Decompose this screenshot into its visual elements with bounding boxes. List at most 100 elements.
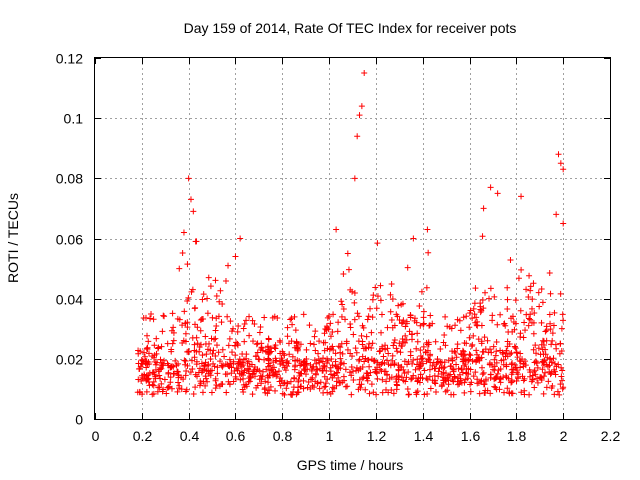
data-point — [153, 335, 160, 342]
data-point — [537, 351, 544, 358]
data-point — [539, 366, 546, 373]
data-point — [474, 376, 481, 383]
data-point — [311, 333, 318, 340]
data-point — [398, 320, 405, 327]
data-point — [526, 315, 533, 322]
data-point — [332, 358, 339, 365]
data-point — [294, 345, 301, 352]
y-tick-label: 0.06 — [56, 232, 83, 248]
data-point — [300, 311, 307, 318]
data-point — [482, 289, 489, 296]
data-point — [241, 367, 248, 374]
data-point — [450, 391, 457, 398]
data-point — [396, 340, 403, 347]
data-point — [398, 301, 405, 308]
data-point — [189, 366, 196, 373]
data-point — [550, 322, 557, 329]
data-point — [441, 359, 448, 366]
data-point — [521, 319, 528, 326]
data-point — [539, 346, 546, 353]
data-point — [200, 291, 207, 298]
data-point — [226, 381, 233, 388]
data-point — [184, 261, 191, 268]
data-point — [165, 362, 172, 369]
data-point — [413, 319, 420, 326]
data-point — [259, 373, 266, 380]
data-point — [528, 319, 535, 326]
data-point — [546, 362, 553, 369]
data-point — [347, 321, 354, 328]
data-point — [477, 309, 484, 316]
data-point — [480, 305, 487, 312]
data-point — [165, 369, 172, 376]
data-point — [463, 313, 470, 320]
data-point — [370, 389, 377, 396]
data-point — [256, 367, 263, 374]
data-point — [265, 379, 272, 386]
data-point — [513, 378, 520, 385]
data-point — [340, 305, 347, 312]
data-point — [309, 374, 316, 381]
data-point — [168, 363, 175, 370]
data-point — [547, 356, 554, 363]
data-point — [204, 295, 211, 302]
data-point — [329, 388, 336, 395]
data-point — [193, 334, 200, 341]
data-point — [456, 371, 463, 378]
data-point — [475, 336, 482, 343]
data-point — [202, 373, 209, 380]
data-point — [251, 321, 258, 328]
data-point — [216, 298, 223, 305]
data-point — [212, 277, 219, 284]
data-point — [359, 364, 366, 371]
data-point — [222, 371, 229, 378]
data-point — [333, 226, 340, 233]
data-point — [529, 376, 536, 383]
data-point — [168, 385, 175, 392]
data-point — [276, 337, 283, 344]
data-point — [138, 377, 145, 384]
data-point — [342, 366, 349, 373]
data-point — [348, 363, 355, 370]
data-point — [280, 359, 287, 366]
data-point — [472, 369, 479, 376]
data-point — [547, 320, 554, 327]
y-tick-labels: 0 0.02 0.04 0.06 0.08 0.1 0.12 — [56, 51, 83, 428]
data-point — [390, 342, 397, 349]
data-point — [179, 250, 186, 257]
data-point — [489, 312, 496, 319]
data-point — [203, 375, 210, 382]
data-point — [149, 353, 156, 360]
data-point — [379, 376, 386, 383]
data-point — [266, 367, 273, 374]
data-point — [546, 311, 553, 318]
data-point — [391, 337, 398, 344]
data-point — [414, 338, 421, 345]
data-point — [148, 310, 155, 317]
data-point — [493, 386, 500, 393]
data-point — [215, 349, 222, 356]
data-point — [150, 316, 157, 323]
data-point — [344, 383, 351, 390]
data-point — [509, 313, 516, 320]
data-point — [525, 294, 532, 301]
data-point — [387, 308, 394, 315]
data-point — [542, 328, 549, 335]
data-point — [518, 193, 525, 200]
data-point — [414, 356, 421, 363]
data-point — [551, 368, 558, 375]
data-point — [487, 285, 494, 292]
data-point — [212, 335, 219, 342]
data-point — [259, 368, 266, 375]
data-point — [275, 368, 282, 375]
data-point — [420, 343, 427, 350]
data-point — [277, 382, 284, 389]
data-point — [175, 374, 182, 381]
data-point — [192, 384, 199, 391]
data-point — [161, 313, 168, 320]
data-point — [214, 370, 221, 377]
data-point — [543, 384, 550, 391]
data-point — [530, 330, 537, 337]
data-point — [531, 359, 538, 366]
data-point — [184, 362, 191, 369]
